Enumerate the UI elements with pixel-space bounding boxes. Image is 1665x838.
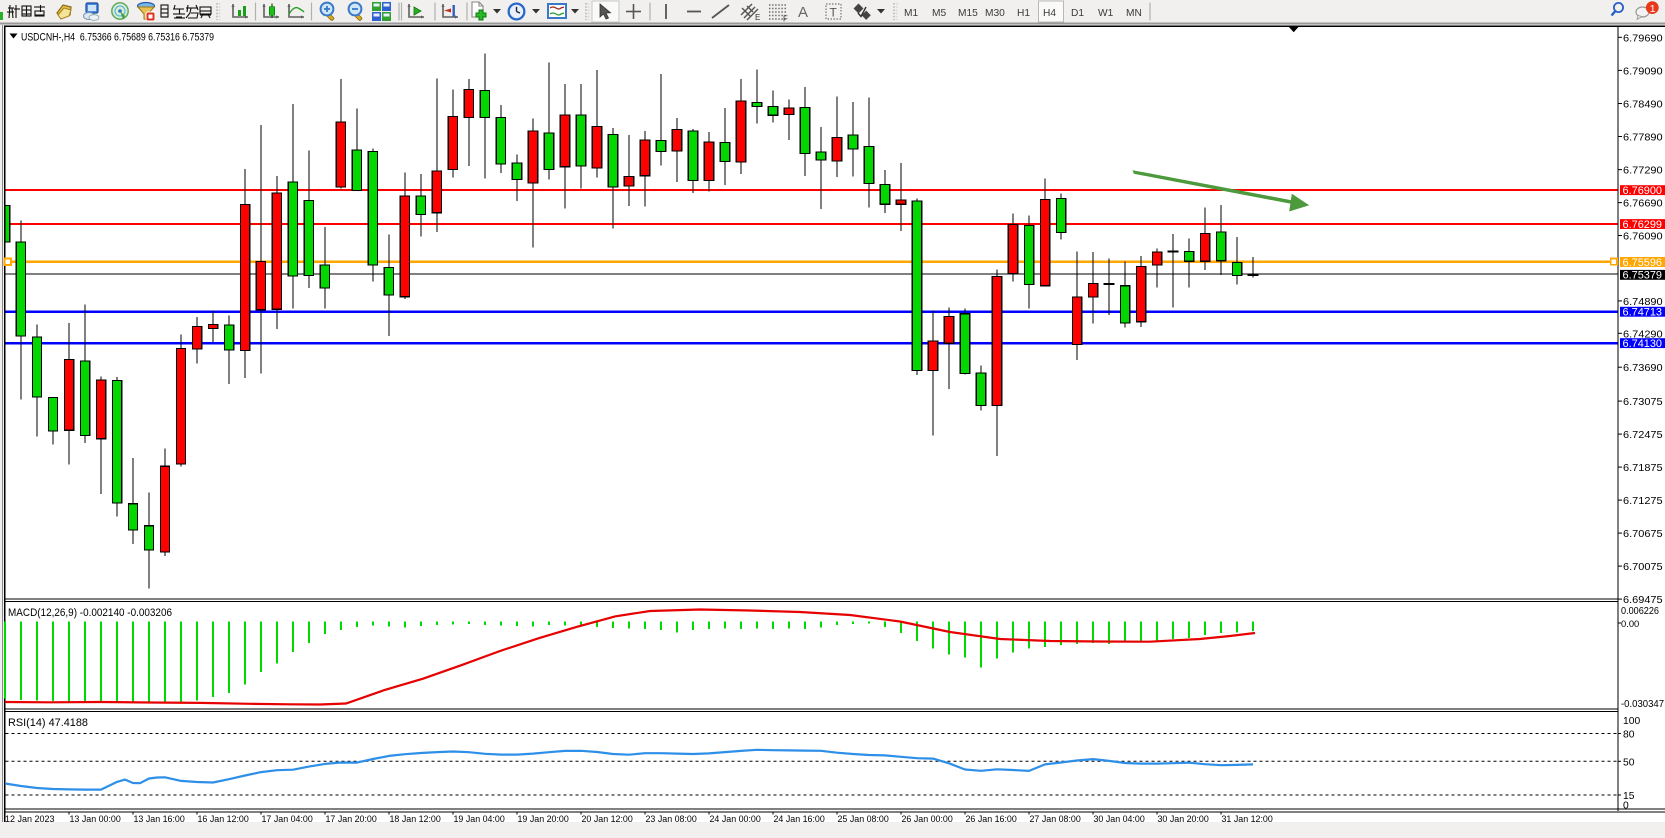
svg-text:6.76299: 6.76299	[1623, 219, 1663, 231]
svg-text:15: 15	[1623, 791, 1635, 802]
svg-text:50: 50	[1623, 757, 1635, 768]
svg-text:17 Jan 04:00: 17 Jan 04:00	[262, 814, 313, 824]
svg-text:6.70075: 6.70075	[1623, 562, 1663, 573]
svg-text:6.78490: 6.78490	[1623, 100, 1663, 111]
svg-text:13 Jan 16:00: 13 Jan 16:00	[134, 814, 185, 824]
svg-text:6.73075: 6.73075	[1623, 397, 1663, 408]
svg-text:17 Jan 20:00: 17 Jan 20:00	[326, 814, 377, 824]
svg-text:6.77290: 6.77290	[1623, 166, 1663, 177]
svg-text:26 Jan 00:00: 26 Jan 00:00	[902, 814, 953, 824]
svg-text:6.74130: 6.74130	[1623, 338, 1663, 350]
svg-text:19 Jan 04:00: 19 Jan 04:00	[454, 814, 505, 824]
svg-text:MACD(12,26,9) -0.002140 -0.003: MACD(12,26,9) -0.002140 -0.003206	[8, 607, 172, 619]
svg-text:25 Jan 08:00: 25 Jan 08:00	[838, 814, 889, 824]
svg-text:M30: M30	[985, 8, 1005, 19]
svg-text:30 Jan 20:00: 30 Jan 20:00	[1158, 814, 1209, 824]
svg-text:6.74713: 6.74713	[1623, 307, 1663, 319]
svg-text:27 Jan 08:00: 27 Jan 08:00	[1030, 814, 1081, 824]
svg-text:W1: W1	[1098, 8, 1114, 19]
svg-text:0.006226: 0.006226	[1621, 606, 1660, 617]
svg-text:16 Jan 12:00: 16 Jan 12:00	[198, 814, 249, 824]
svg-text:MN: MN	[1126, 8, 1142, 19]
svg-text:USDCNH-,H4 6.75366 6.75689 6.: USDCNH-,H4 6.75366 6.75689 6.75316 6.753…	[21, 32, 214, 44]
svg-text:24 Jan 00:00: 24 Jan 00:00	[710, 814, 761, 824]
svg-text:6.71275: 6.71275	[1623, 496, 1663, 507]
svg-text:F: F	[783, 15, 788, 24]
svg-text:6.73690: 6.73690	[1623, 363, 1663, 374]
svg-text:13 Jan 00:00: 13 Jan 00:00	[70, 814, 121, 824]
svg-text:100: 100	[1623, 716, 1640, 727]
svg-text:6.75379: 6.75379	[1623, 270, 1663, 282]
svg-text:D1: D1	[1071, 8, 1084, 19]
svg-text:24 Jan 16:00: 24 Jan 16:00	[774, 814, 825, 824]
svg-text:M15: M15	[958, 8, 978, 19]
svg-text:31 Jan 12:00: 31 Jan 12:00	[1222, 814, 1273, 824]
svg-text:0.00: 0.00	[1621, 618, 1639, 629]
svg-text:6.77890: 6.77890	[1623, 133, 1663, 144]
svg-text:-0.030347: -0.030347	[1621, 699, 1664, 710]
svg-text:0: 0	[1623, 801, 1629, 812]
svg-text:6.76900: 6.76900	[1623, 185, 1663, 197]
svg-text:6.70675: 6.70675	[1623, 529, 1663, 540]
svg-text:80: 80	[1623, 730, 1635, 741]
svg-text:20 Jan 12:00: 20 Jan 12:00	[582, 814, 633, 824]
svg-text:6.76690: 6.76690	[1623, 199, 1663, 210]
svg-text:H1: H1	[1017, 8, 1030, 19]
svg-text:E: E	[755, 13, 760, 22]
svg-text:6.74290: 6.74290	[1623, 329, 1663, 340]
svg-text:6.74890: 6.74890	[1623, 297, 1663, 308]
svg-text:18 Jan 12:00: 18 Jan 12:00	[390, 814, 441, 824]
svg-text:H4: H4	[1043, 8, 1056, 19]
svg-text:23 Jan 08:00: 23 Jan 08:00	[646, 814, 697, 824]
svg-text:6.72475: 6.72475	[1623, 430, 1663, 441]
svg-text:RSI(14) 47.4188: RSI(14) 47.4188	[8, 717, 88, 729]
svg-text:6.71875: 6.71875	[1623, 463, 1663, 474]
svg-text:T: T	[830, 6, 838, 20]
svg-text:6.75596: 6.75596	[1623, 257, 1663, 269]
svg-text:19 Jan 20:00: 19 Jan 20:00	[518, 814, 569, 824]
svg-text:12 Jan 2023: 12 Jan 2023	[5, 814, 55, 824]
svg-text:26 Jan 16:00: 26 Jan 16:00	[966, 814, 1017, 824]
svg-text:6.79690: 6.79690	[1623, 33, 1663, 44]
svg-text:A: A	[798, 4, 808, 21]
svg-text:30 Jan 04:00: 30 Jan 04:00	[1094, 814, 1145, 824]
svg-text:M5: M5	[932, 8, 946, 19]
svg-text:6.79090: 6.79090	[1623, 66, 1663, 77]
svg-text:M1: M1	[904, 8, 918, 19]
svg-text:6.69475: 6.69475	[1623, 595, 1663, 606]
svg-text:6.76090: 6.76090	[1623, 232, 1663, 243]
svg-text:1: 1	[1650, 3, 1656, 15]
